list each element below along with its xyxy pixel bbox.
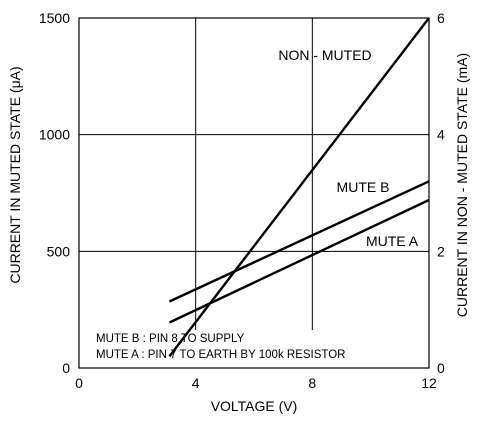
- x-axis-label: VOLTAGE (V): [211, 398, 298, 414]
- y-tick-label-right: 4: [437, 127, 445, 143]
- y-tick-label-left: 1500: [39, 10, 70, 26]
- series-line-mute-b: [168, 180, 430, 303]
- y-tick-label-left: 0: [62, 360, 70, 376]
- annotation-notes: MUTE B : PIN 8 TO SUPPLY MUTE A : PIN 7 …: [96, 333, 345, 361]
- series-label: MUTE A: [366, 233, 419, 249]
- series-labels: NON - MUTED MUTE B MUTE A: [278, 47, 418, 249]
- y-tick-label-left: 1000: [39, 127, 70, 143]
- series-label: MUTE B: [337, 179, 390, 195]
- y-axis-label-right: CURRENT IN NON - MUTED STATE (mA): [454, 53, 470, 317]
- x-tick-label: 8: [308, 375, 316, 391]
- x-tick-label: 0: [75, 375, 83, 391]
- y-tick-label-right: 6: [437, 10, 445, 26]
- note-mute-a: MUTE A : PIN 7 TO EARTH BY 100k RESISTOR: [96, 349, 345, 361]
- y-tick-label-right: 2: [437, 243, 445, 259]
- x-tick-label: 4: [192, 375, 200, 391]
- series-line-non-muted: [168, 17, 430, 358]
- series-label: NON - MUTED: [278, 47, 371, 63]
- note-mute-b: MUTE B : PIN 8 TO SUPPLY: [96, 333, 245, 345]
- series-line-mute-a: [168, 198, 430, 324]
- plot-frame: [78, 17, 430, 369]
- y-axis-label-left: CURRENT IN MUTED STATE (μA): [7, 66, 23, 283]
- y-tick-label-right: 0: [437, 360, 445, 376]
- series-lines: [168, 17, 430, 358]
- grid-lines: [79, 18, 429, 330]
- y-tick-label-left: 500: [47, 243, 71, 259]
- x-tick-label: 12: [421, 375, 437, 391]
